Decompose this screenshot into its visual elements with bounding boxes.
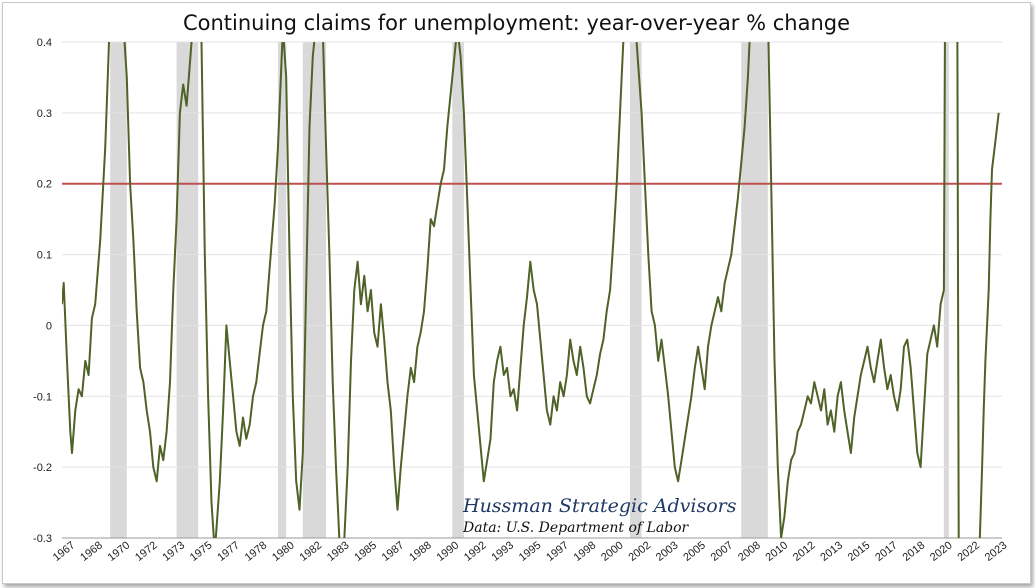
recession-band [110, 42, 127, 538]
x-tick-label: 1987 [380, 539, 407, 564]
x-tick-label: 1998 [572, 539, 599, 564]
y-tick-label: -0.2 [33, 462, 52, 474]
x-tick-labels: 1967 1968 1970 1972 1973 1975 1977 1978 1980 1982… [51, 539, 1010, 564]
y-tick-labels: 0.4 0.3 0.2 0.1 0 -0.1 -0.2 -0.3 [33, 37, 52, 545]
x-tick-label: 1978 [243, 539, 270, 564]
x-tick-label: 2012 [791, 539, 818, 564]
y-tick-label: -0.1 [33, 391, 52, 403]
x-tick-label: 2008 [736, 539, 763, 564]
recession-shading-layer [110, 42, 949, 538]
y-tick-label: 0.2 [37, 179, 52, 191]
recession-band [277, 42, 287, 538]
x-tick-label: 1970 [106, 539, 133, 564]
x-tick-label: 2020 [928, 539, 955, 564]
x-tick-label: 2010 [764, 539, 791, 564]
x-tick-label: 1973 [160, 539, 187, 564]
y-tick-label: 0.4 [37, 37, 52, 49]
y-tick-label: 0.1 [37, 250, 52, 262]
recession-band [176, 42, 199, 538]
credit-data-source: Data: U.S. Department of Labor [462, 520, 690, 536]
x-tick-label: 1995 [517, 539, 544, 564]
chart-title: Continuing claims for unemployment: year… [182, 11, 851, 35]
x-tick-label: 2015 [846, 539, 873, 564]
series-line [62, 42, 1000, 538]
y-tick-label: 0.3 [37, 108, 52, 120]
x-tick-label: 1982 [298, 539, 325, 564]
recession-band [943, 42, 949, 538]
x-tick-label: 1988 [407, 539, 434, 564]
x-tick-label: 2018 [901, 539, 928, 564]
x-tick-label: 2002 [626, 539, 653, 564]
recession-band [629, 42, 642, 538]
x-tick-label: 1997 [544, 539, 571, 564]
series-layer [62, 42, 1000, 538]
x-tick-label: 2003 [654, 539, 681, 564]
x-tick-label: 2017 [873, 539, 900, 564]
x-tick-label: 1977 [215, 539, 242, 564]
x-tick-label: 2000 [599, 539, 626, 564]
x-tick-label: 1992 [462, 539, 489, 564]
x-tick-label: 2007 [709, 539, 736, 564]
x-tick-label: 1968 [78, 539, 105, 564]
x-tick-label: 1990 [435, 539, 462, 564]
x-tick-label: 1985 [352, 539, 379, 564]
x-tick-label: 1980 [270, 539, 297, 564]
y-tick-label: -0.3 [33, 533, 52, 545]
credit-hussman: Hussman Strategic Advisors [462, 495, 737, 517]
y-tick-label: 0 [46, 320, 52, 332]
x-tick-label: 1975 [188, 539, 215, 564]
x-tick-label: 2005 [681, 539, 708, 564]
x-tick-label: 1967 [51, 539, 78, 564]
x-tick-label: 2013 [818, 539, 845, 564]
x-tick-label: 1983 [325, 539, 352, 564]
x-tick-label: 1972 [133, 539, 160, 564]
x-tick-label: 2023 [983, 539, 1010, 564]
x-tick-label: 2022 [955, 539, 982, 564]
x-tick-label: 1993 [489, 539, 516, 564]
recession-band [452, 42, 464, 538]
